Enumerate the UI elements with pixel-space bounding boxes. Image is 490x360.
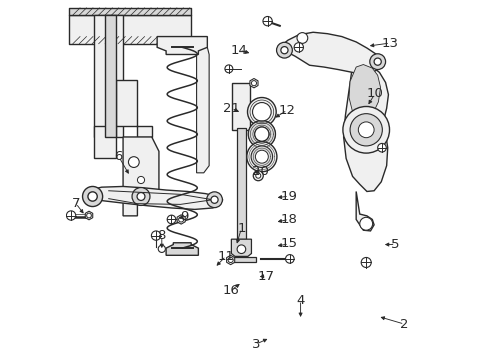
Circle shape — [167, 215, 176, 224]
Circle shape — [360, 217, 373, 230]
Circle shape — [137, 176, 145, 184]
Circle shape — [137, 193, 145, 201]
Polygon shape — [279, 32, 385, 75]
Circle shape — [88, 192, 97, 201]
Circle shape — [281, 46, 288, 54]
Text: 21: 21 — [223, 102, 240, 115]
Polygon shape — [250, 78, 258, 88]
Text: 8: 8 — [158, 229, 166, 242]
Text: 20: 20 — [252, 165, 269, 177]
Text: 3: 3 — [251, 338, 260, 351]
Text: 16: 16 — [223, 284, 240, 297]
Circle shape — [151, 231, 161, 240]
Text: 14: 14 — [231, 44, 248, 57]
Polygon shape — [177, 215, 185, 224]
Polygon shape — [196, 47, 209, 173]
Polygon shape — [85, 211, 93, 220]
Circle shape — [370, 54, 386, 69]
Circle shape — [237, 245, 245, 253]
Polygon shape — [226, 255, 235, 265]
Circle shape — [247, 141, 277, 172]
Text: 4: 4 — [296, 294, 305, 307]
Text: 15: 15 — [281, 237, 297, 250]
Text: 6: 6 — [115, 150, 123, 163]
Text: 10: 10 — [367, 87, 383, 100]
Circle shape — [263, 17, 272, 26]
Text: 18: 18 — [281, 213, 297, 226]
Circle shape — [211, 196, 218, 203]
Polygon shape — [343, 62, 389, 192]
Circle shape — [374, 58, 381, 65]
Circle shape — [225, 65, 233, 73]
Circle shape — [82, 186, 102, 207]
Text: 11: 11 — [218, 249, 235, 262]
Text: 17: 17 — [258, 270, 275, 283]
Text: 1: 1 — [237, 222, 245, 235]
Circle shape — [128, 157, 139, 167]
Circle shape — [361, 257, 371, 267]
Polygon shape — [231, 239, 251, 256]
Circle shape — [87, 213, 91, 218]
Circle shape — [276, 42, 293, 58]
Circle shape — [378, 143, 386, 152]
Text: 2: 2 — [400, 318, 409, 331]
Polygon shape — [231, 257, 256, 262]
Circle shape — [251, 81, 257, 86]
Circle shape — [158, 245, 166, 252]
Text: 13: 13 — [382, 36, 399, 50]
Circle shape — [253, 171, 263, 181]
Polygon shape — [157, 37, 207, 54]
Circle shape — [252, 103, 271, 121]
Text: 7: 7 — [72, 197, 80, 210]
Circle shape — [358, 122, 374, 138]
Polygon shape — [123, 137, 159, 216]
Polygon shape — [232, 83, 250, 130]
Circle shape — [228, 257, 233, 262]
Polygon shape — [166, 243, 198, 255]
Polygon shape — [356, 192, 374, 231]
Circle shape — [286, 255, 294, 263]
Circle shape — [256, 173, 261, 178]
Circle shape — [350, 114, 382, 146]
Circle shape — [207, 192, 222, 208]
Circle shape — [255, 127, 269, 141]
Polygon shape — [237, 128, 245, 239]
Circle shape — [247, 98, 276, 126]
Circle shape — [178, 217, 184, 222]
Text: 12: 12 — [279, 104, 296, 117]
Text: 19: 19 — [281, 190, 297, 203]
Text: 5: 5 — [392, 238, 400, 251]
Circle shape — [294, 42, 303, 52]
Polygon shape — [349, 64, 381, 118]
Circle shape — [248, 121, 275, 148]
Circle shape — [255, 150, 269, 163]
Polygon shape — [105, 15, 116, 137]
Circle shape — [67, 211, 76, 220]
Circle shape — [297, 33, 308, 43]
Polygon shape — [84, 186, 223, 210]
Polygon shape — [95, 15, 123, 137]
Text: 9: 9 — [180, 210, 188, 223]
Circle shape — [251, 146, 272, 167]
Polygon shape — [95, 80, 152, 158]
Circle shape — [132, 188, 150, 206]
Circle shape — [343, 107, 390, 153]
